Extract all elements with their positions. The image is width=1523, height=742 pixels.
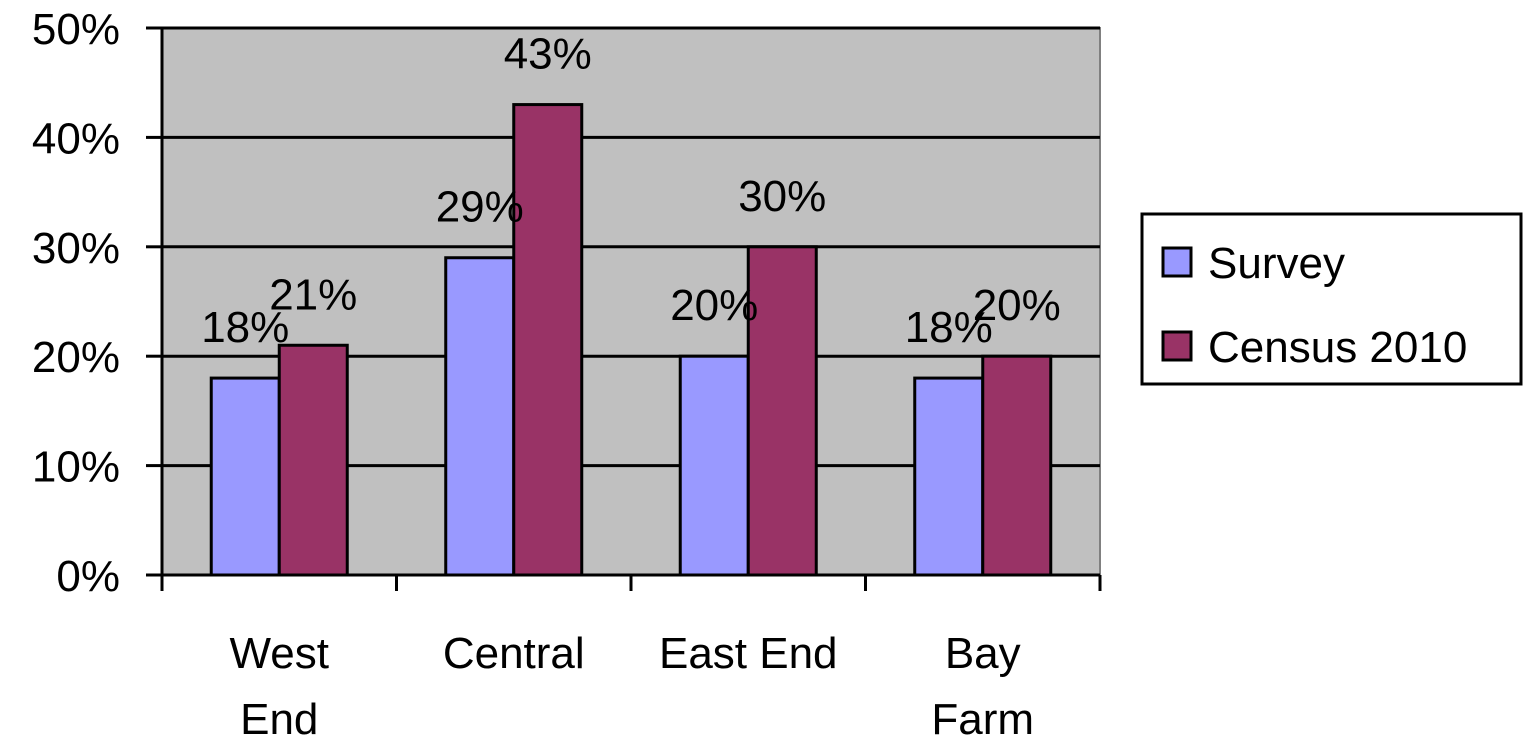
- legend: Survey Census 2010: [1140, 212, 1523, 386]
- axes: [146, 26, 1102, 591]
- data-label: 30%: [738, 172, 826, 221]
- y-tick-labels: 0% 10% 20% 30% 40% 50%: [32, 5, 120, 601]
- bar-census-2010-central: [512, 103, 584, 577]
- data-label: 29%: [436, 183, 524, 232]
- x-category-label-line: Bay: [945, 629, 1021, 678]
- bar-census-2010-east-end: [746, 245, 818, 577]
- legend-label: Census 2010: [1208, 323, 1467, 372]
- legend-box: [1140, 212, 1523, 386]
- data-label: 21%: [269, 270, 357, 319]
- x-category-label-line: West: [230, 629, 329, 678]
- data-label: 20%: [670, 281, 758, 330]
- bar-survey-west-end: [209, 376, 281, 577]
- x-category-label: East End: [659, 629, 838, 678]
- x-category-label-line: Farm: [931, 695, 1034, 742]
- legend-swatch: [1161, 330, 1193, 362]
- bars: [209, 103, 1053, 577]
- legend-label: Survey: [1208, 239, 1345, 288]
- x-category-label: Bay Farm: [931, 629, 1034, 742]
- data-labels: 18%21%29%43%20%30%18%20%: [201, 30, 1061, 352]
- bar-survey-bay-farm: [913, 376, 985, 577]
- y-tick-label: 40%: [32, 114, 120, 163]
- x-category-label: Central: [443, 629, 585, 678]
- x-category-label-line: East End: [659, 629, 838, 678]
- bar-survey-east-end: [678, 354, 750, 577]
- data-label: 18%: [201, 303, 289, 352]
- x-category-label: West End: [230, 629, 329, 742]
- data-label: 43%: [504, 30, 592, 79]
- bar-census-2010-west-end: [277, 343, 349, 577]
- x-category-label-line: Central: [443, 629, 585, 678]
- bar-census-2010-bay-farm: [981, 354, 1053, 577]
- x-category-labels: West End Central East End Bay Farm: [230, 629, 1035, 742]
- data-label: 18%: [905, 303, 993, 352]
- legend-swatch: [1161, 246, 1193, 278]
- y-tick-label: 10%: [32, 443, 120, 492]
- bar-survey-central: [444, 256, 516, 577]
- data-label: 20%: [973, 281, 1061, 330]
- y-tick-label: 20%: [32, 333, 120, 382]
- y-tick-label: 0%: [56, 552, 120, 601]
- x-category-label-line: End: [240, 695, 318, 742]
- y-tick-label: 50%: [32, 5, 120, 54]
- y-tick-label: 30%: [32, 224, 120, 273]
